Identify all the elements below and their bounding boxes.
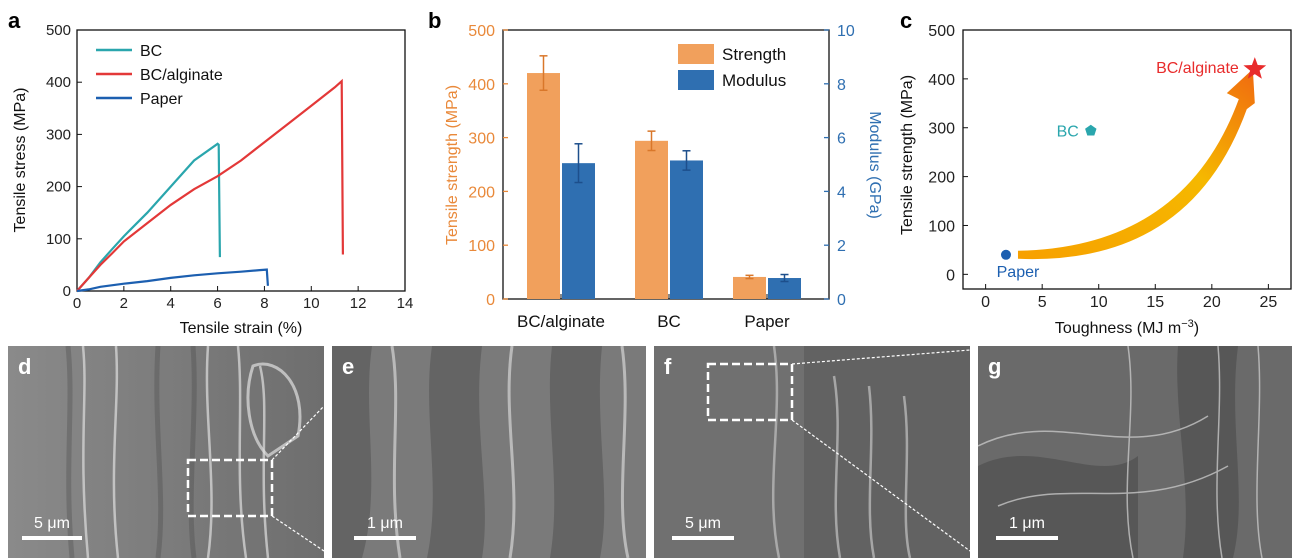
panel-label-c: c <box>900 8 912 33</box>
x-axis-label: Toughness (MJ m−3) <box>1055 318 1199 337</box>
x-tick-label: 15 <box>1146 294 1164 311</box>
y-tick-label: 500 <box>928 23 955 40</box>
x-tick-label: 8 <box>260 295 268 312</box>
y2-tick-label: 6 <box>837 131 846 148</box>
x-tick-label: 0 <box>981 294 990 311</box>
x-tick-label: 5 <box>1038 294 1047 311</box>
y-tick-label: 400 <box>46 74 71 91</box>
bar-strength <box>635 140 668 299</box>
x-tick-label: 6 <box>213 295 221 312</box>
panel-label-e: e <box>342 354 354 379</box>
zoom-box <box>706 362 794 422</box>
legend-swatch <box>678 44 714 64</box>
y2-tick-label: 2 <box>837 238 846 255</box>
point-label: BC/alginate <box>1156 60 1239 77</box>
category-label: BC <box>657 312 681 331</box>
y2-tick-label: 10 <box>837 23 855 40</box>
data-point-bc-alginate <box>1243 57 1267 79</box>
series-line-paper <box>76 268 269 293</box>
bar-modulus <box>562 163 595 299</box>
chart-c: c 0 5 10 15 20 25 0 100 200 300 400 500 Paper BC BC/a… <box>899 8 1292 337</box>
y-axis-label: Tensile strength (MPa) <box>444 85 461 245</box>
series-line-bc <box>76 142 221 292</box>
y-tick-label: 300 <box>46 126 71 143</box>
scale-bar-label: 5 μm <box>685 515 721 532</box>
bar-strength <box>527 73 560 299</box>
y-axis-label: Tensile stress (MPa) <box>12 88 29 233</box>
scale-bar <box>354 536 416 540</box>
scale-bar-label: 1 μm <box>367 515 403 532</box>
legend-label: BC <box>140 43 162 60</box>
chart-b: b 0 100 200 300 400 500 0 2 4 6 8 10 BC/alginate BC P… <box>428 8 883 331</box>
micrograph-f: 5 μm f <box>654 346 970 558</box>
scale-bar <box>996 536 1058 540</box>
panel-label-g: g <box>988 354 1001 379</box>
y-tick-label: 200 <box>468 184 495 201</box>
y-tick-label: 300 <box>928 121 955 138</box>
y-tick-label: 300 <box>468 131 495 148</box>
legend-label: Paper <box>140 91 183 108</box>
scale-bar-label: 1 μm <box>1009 515 1045 532</box>
legend-swatch <box>678 70 714 90</box>
panel-label-f: f <box>664 354 672 379</box>
y-tick-label: 500 <box>46 22 71 39</box>
y-tick-label: 100 <box>46 231 71 248</box>
x-tick-label: 10 <box>1090 294 1108 311</box>
legend-label: Modulus <box>722 71 786 90</box>
y-tick-label: 100 <box>928 218 955 235</box>
plot-frame <box>76 29 406 292</box>
legend-label: BC/alginate <box>140 67 223 84</box>
x-tick-label: 20 <box>1203 294 1221 311</box>
x-tick-label: 25 <box>1259 294 1277 311</box>
x-tick-label: 12 <box>350 295 367 312</box>
micrograph-d: 5 μm d <box>8 346 324 558</box>
trend-arrow <box>1017 69 1255 260</box>
data-point-bc <box>1085 124 1097 136</box>
y-tick-label: 0 <box>63 283 71 300</box>
plot-frame <box>962 29 1292 290</box>
scale-bar <box>22 536 82 540</box>
scale-bar <box>672 536 734 540</box>
y-tick-label: 100 <box>468 238 495 255</box>
chart-a: a 0 2 4 6 8 10 12 14 0 100 200 300 400 500 BC BC/algin… <box>8 8 414 337</box>
y-tick-label: 0 <box>946 267 955 284</box>
y2-tick-label: 0 <box>837 292 846 309</box>
legend-label: Strength <box>722 45 786 64</box>
y2-tick-label: 8 <box>837 77 846 94</box>
x-tick-label: 10 <box>303 295 320 312</box>
category-label: BC/alginate <box>517 312 605 331</box>
micrograph-e: 1 μm e <box>332 346 646 558</box>
x-tick-label: 0 <box>73 295 81 312</box>
bar-strength <box>733 276 766 299</box>
category-label: Paper <box>744 312 790 331</box>
series-line-bc-alginate <box>76 78 344 292</box>
x-tick-label: 4 <box>167 295 175 312</box>
y-tick-label: 500 <box>468 23 495 40</box>
point-label: Paper <box>997 264 1040 281</box>
x-axis-label: Tensile strain (%) <box>180 320 303 337</box>
micrograph-g: 1 μm g <box>978 346 1292 558</box>
point-label: BC <box>1057 124 1079 141</box>
scale-bar-label: 5 μm <box>34 515 70 532</box>
panel-label-a: a <box>8 8 21 33</box>
panel-label-d: d <box>18 354 31 379</box>
x-tick-label: 14 <box>397 295 414 312</box>
y-axis-label: Tensile strength (MPa) <box>899 75 916 235</box>
bar-modulus <box>670 160 703 299</box>
data-point-paper <box>1000 249 1011 260</box>
y-tick-label: 0 <box>486 292 495 309</box>
y-tick-label: 400 <box>928 72 955 89</box>
x-tick-label: 2 <box>120 295 128 312</box>
y2-axis-label: Modulus (GPa) <box>866 111 883 219</box>
y-tick-label: 200 <box>928 170 955 187</box>
panel-label-b: b <box>428 8 441 33</box>
bar-modulus <box>768 278 801 299</box>
zoom-box <box>186 458 274 518</box>
y2-tick-label: 4 <box>837 184 846 201</box>
y-tick-label: 200 <box>46 179 71 196</box>
y-tick-label: 400 <box>468 77 495 94</box>
